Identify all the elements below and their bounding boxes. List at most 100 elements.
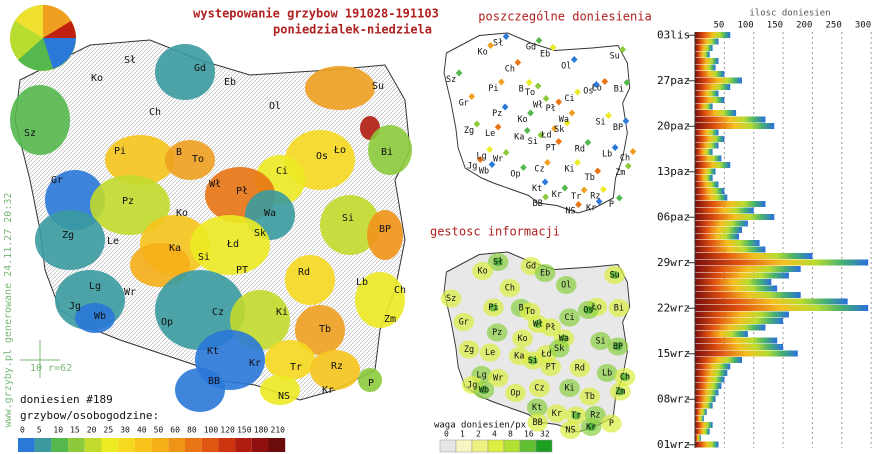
region-label: Kr	[586, 203, 596, 213]
region-label: Wa	[559, 334, 569, 344]
heat-blob	[175, 368, 225, 412]
density-blob	[608, 299, 630, 317]
legend-swatch	[268, 438, 286, 452]
report-dot	[551, 124, 558, 133]
density-blob	[548, 339, 570, 358]
region-label: Gd	[526, 42, 536, 52]
report-dot	[629, 147, 637, 156]
region-label: Wr	[124, 287, 136, 298]
bar	[695, 363, 731, 370]
legend-swatch	[68, 438, 85, 452]
bar	[695, 318, 784, 324]
legend-swatch	[84, 438, 102, 452]
bar	[695, 409, 707, 415]
region-label: PT	[546, 143, 557, 153]
density-blob	[440, 289, 462, 308]
legend-swatch	[118, 438, 135, 452]
bar	[695, 441, 719, 448]
x-tick-label: 50	[714, 21, 725, 31]
region-label: Os	[316, 151, 328, 162]
report-dot	[488, 160, 496, 169]
region-label: Le	[485, 348, 495, 358]
region-label: PT	[236, 265, 248, 276]
scale-note: 10 r=62	[30, 363, 72, 374]
bar	[695, 331, 748, 337]
region-label: PT	[546, 362, 557, 372]
density-blob	[590, 332, 611, 350]
region-label: Kt	[532, 184, 542, 194]
density-core	[620, 373, 630, 381]
region-label: Bi	[614, 303, 624, 313]
density-blob	[534, 264, 556, 282]
legend-tick: 8	[508, 430, 513, 439]
bar	[695, 38, 719, 45]
legend-tick: 30	[120, 426, 130, 435]
density-blob	[486, 323, 508, 342]
region-label: Kt	[532, 403, 542, 413]
region-label: Sł	[493, 257, 503, 267]
bar	[695, 77, 742, 84]
region-label: Zg	[464, 345, 474, 355]
region-label: Si	[595, 336, 605, 346]
region-label: BB	[532, 199, 542, 209]
legend-tick: 150	[237, 426, 252, 435]
report-dot	[501, 103, 509, 111]
density-core	[533, 320, 543, 328]
region-label: Pi	[488, 84, 498, 94]
region-label: Su	[610, 270, 620, 280]
date-label: 27paz	[657, 74, 690, 87]
region-label: Ol	[269, 101, 281, 112]
bar	[695, 305, 869, 311]
region-label: Sz	[446, 75, 456, 85]
region-label: Cz	[212, 307, 224, 318]
region-label: Rd	[298, 267, 310, 278]
bar	[695, 246, 766, 253]
bar	[695, 279, 772, 285]
region-label: Cz	[534, 164, 544, 174]
legend-swatch	[487, 439, 505, 453]
region-label: Wr	[493, 373, 503, 383]
density-blob	[472, 262, 493, 280]
region-label: Ch	[149, 107, 161, 118]
legend-tick: 20	[87, 426, 97, 435]
report-dot	[555, 137, 563, 146]
density-blob	[569, 359, 591, 377]
density-core	[609, 271, 620, 279]
legend-swatch	[101, 438, 119, 452]
density-title: gestosc informacji	[430, 225, 560, 239]
region-label: Ko	[517, 115, 527, 125]
region-label: Rd	[575, 144, 585, 154]
legend-tick: 1	[460, 430, 465, 439]
legend-tick: 60	[170, 426, 180, 435]
density-legend: 0 1 2 4 8 16 32	[439, 430, 553, 453]
wedge	[15, 5, 43, 38]
legend-swatch	[185, 438, 202, 452]
heat-blob	[10, 85, 70, 155]
color-wheel	[10, 5, 76, 71]
legend-swatch	[51, 438, 69, 452]
region-label: Wb	[94, 311, 106, 322]
bar	[695, 64, 716, 71]
region-label: Ch	[620, 372, 630, 382]
report-dot	[622, 117, 630, 125]
report-dot	[616, 194, 623, 202]
region-label: Lb	[356, 277, 368, 288]
x-tick-label: 100	[737, 21, 753, 31]
region-label: Tr	[290, 362, 302, 373]
region-label: Pł	[236, 186, 248, 197]
report-dot	[541, 178, 549, 186]
date-label: 08wrz	[657, 392, 690, 405]
region-label: Ka	[514, 132, 524, 142]
region-label: Tb	[585, 392, 595, 402]
legend-swatch	[439, 439, 457, 453]
histogram: 50 100 150 200 250 300 03lis 27paz 20paz 13paz 06p…	[657, 21, 872, 451]
bar	[695, 428, 710, 435]
region-label: Gd	[526, 261, 536, 271]
region-label: B	[519, 303, 524, 313]
region-label: Rz	[590, 191, 600, 201]
region-label: Zg	[464, 126, 474, 136]
legend-tick: 210	[271, 426, 286, 435]
report-dot	[476, 155, 484, 164]
density-blob	[555, 276, 577, 294]
